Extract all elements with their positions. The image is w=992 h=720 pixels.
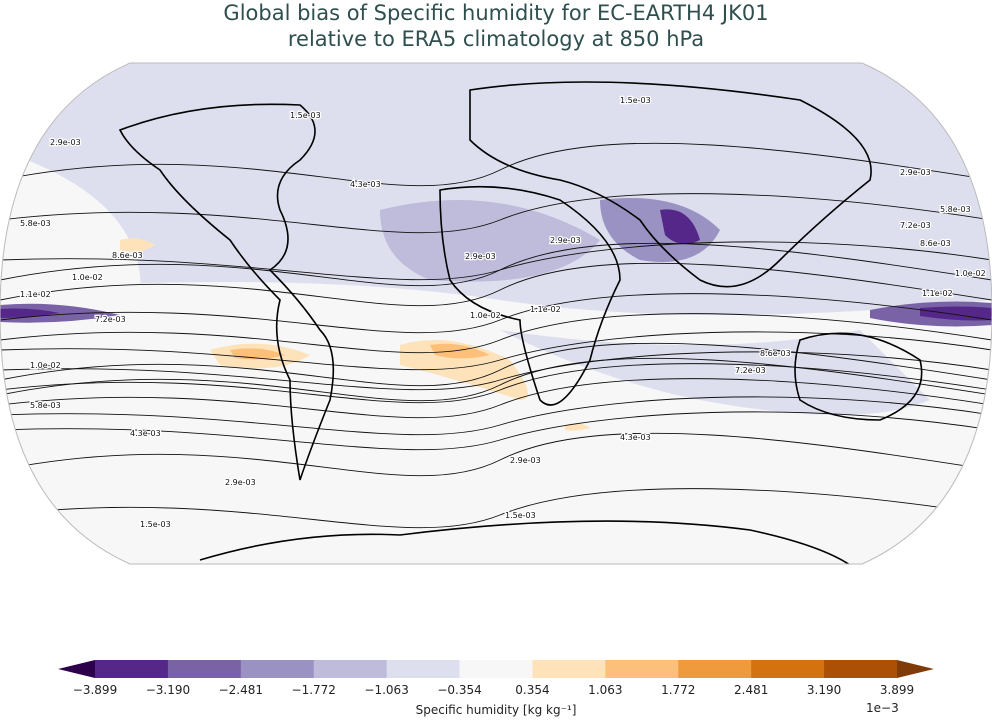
colorbar-tick-label: 3.899 <box>879 683 915 697</box>
contour-label: 8.6e-03 <box>760 349 791 358</box>
contour-label: 1.0e-02 <box>30 361 61 370</box>
colorbar-segment <box>824 660 898 678</box>
colorbar-extend-max <box>897 660 934 678</box>
contour-line <box>0 193 992 234</box>
colorbar-tick-label: 0.354 <box>515 683 550 697</box>
colorbar-segment <box>532 660 606 678</box>
colorbar-tick-label: −3.190 <box>145 683 191 697</box>
colorbar-segment <box>240 660 315 678</box>
plot-title: Global bias of Specific humidity for EC-… <box>0 0 992 52</box>
contour-line <box>0 411 992 451</box>
colorbar-tick-label: −1.063 <box>364 683 409 697</box>
map-field: 1.5e-03 1.5e-03 2.9e-03 2.9e-03 2.9e-03 2.9e-… <box>0 63 992 564</box>
contour-line <box>0 351 992 391</box>
colorbar-segment <box>167 660 242 678</box>
bias-region-sahara <box>380 200 600 282</box>
contour-line <box>0 357 992 402</box>
colorbar-segment <box>95 660 169 678</box>
title-line-1: Global bias of Specific humidity for EC-… <box>223 1 769 25</box>
contour-label: 4.3e-03 <box>130 429 161 438</box>
contour-line <box>0 293 992 334</box>
contour-line <box>0 396 992 436</box>
colorbar-tick-label: −2.481 <box>218 683 264 697</box>
contour-label: 5.8e-03 <box>940 205 971 214</box>
contour-line <box>0 342 992 387</box>
contour-labels: 1.5e-03 1.5e-03 2.9e-03 2.9e-03 2.9e-03 2.9e-… <box>19 95 987 531</box>
colorbar-label: Specific humidity [kg kg⁻¹] <box>415 703 577 717</box>
colorbar-segment <box>386 660 461 678</box>
contour-line <box>0 242 992 287</box>
coastlines <box>118 81 923 564</box>
contour-label: 5.8e-03 <box>20 219 51 228</box>
colorbar-extend-min <box>58 660 95 678</box>
contour-label: 1.5e-03 <box>140 520 171 529</box>
humidity-contours <box>0 142 992 529</box>
contour-line <box>0 142 992 187</box>
contour-line <box>0 488 992 529</box>
contour-label: 7.2e-03 <box>95 315 126 324</box>
contour-label: 1.1e-02 <box>20 290 51 299</box>
contour-label: 4.3e-03 <box>620 433 651 442</box>
colorbar-tick-label: −1.772 <box>291 683 336 697</box>
colorbar <box>58 660 934 678</box>
colorbar-tick-label: −0.354 <box>437 683 482 697</box>
contour-label: 2.9e-03 <box>900 168 931 177</box>
contour-label: 1.5e-03 <box>290 111 321 120</box>
contour-line <box>0 262 992 307</box>
colorbar-tick-label: 1.772 <box>661 683 696 697</box>
colorbar-tick-label: 1.063 <box>588 683 623 697</box>
contour-label: 1.1e-02 <box>530 305 561 314</box>
contour-line <box>0 331 992 371</box>
colorbar-tick-label: −3.899 <box>72 683 118 697</box>
contour-label: 1.5e-03 <box>620 96 651 105</box>
contour-line <box>0 378 992 419</box>
contour-label: 1.0e-02 <box>72 273 103 282</box>
bias-region-south <box>500 330 930 415</box>
contour-line <box>0 363 992 404</box>
contour-label: 2.9e-03 <box>50 138 81 147</box>
contour-line <box>0 313 992 354</box>
contour-label: 2.9e-03 <box>225 478 256 487</box>
colorbar-tick-label: 3.190 <box>806 683 842 697</box>
contour-line <box>0 432 992 477</box>
colorbar-segment <box>605 660 679 678</box>
contour-label: 5.8e-03 <box>30 401 61 410</box>
contour-label: 2.9e-03 <box>550 236 581 245</box>
colorbar-segment <box>678 660 752 678</box>
contour-label: 7.2e-03 <box>900 221 931 230</box>
colorbar-segment <box>459 660 533 678</box>
contour-label: 8.6e-03 <box>112 251 143 260</box>
contour-label: 1.0e-02 <box>470 311 501 320</box>
contour-label: 2.9e-03 <box>465 252 496 261</box>
colorbar-segment <box>313 660 388 678</box>
contour-label: 7.2e-03 <box>735 366 766 375</box>
title-line-2: relative to ERA5 climatology at 850 hPa <box>287 27 705 51</box>
contour-label: 1.1e-02 <box>922 289 953 298</box>
contour-label: 1.5e-03 <box>505 511 536 520</box>
contour-label: 4.3e-03 <box>350 180 381 189</box>
contour-label: 2.9e-03 <box>510 456 541 465</box>
colorbar-segment <box>751 660 825 678</box>
contour-label: 1.0e-02 <box>955 269 986 278</box>
colorbar-tick-label: 2.481 <box>733 683 769 697</box>
colorbar-exponent: 1e−3 <box>866 701 899 715</box>
contour-label: 8.6e-03 <box>920 239 951 248</box>
